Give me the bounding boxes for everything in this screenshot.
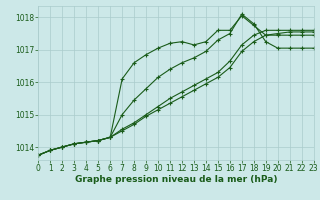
X-axis label: Graphe pression niveau de la mer (hPa): Graphe pression niveau de la mer (hPa): [75, 175, 277, 184]
